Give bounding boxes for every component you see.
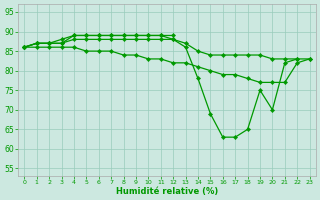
X-axis label: Humidité relative (%): Humidité relative (%) xyxy=(116,187,218,196)
